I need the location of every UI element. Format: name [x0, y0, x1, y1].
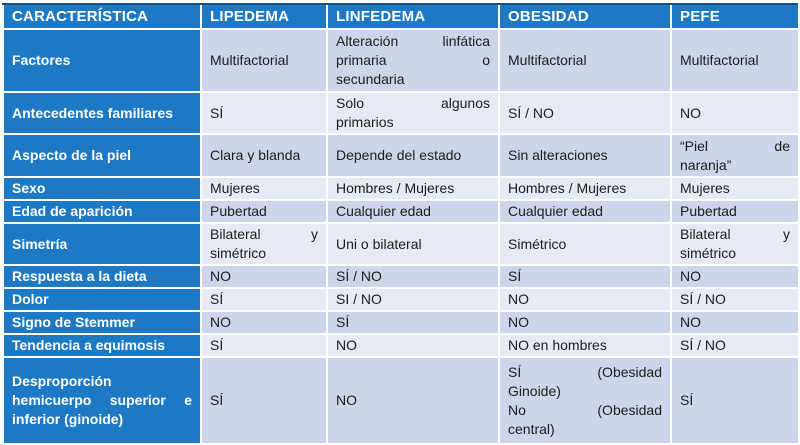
- cell-lipedema: Multifactorial: [200, 28, 328, 93]
- cell-line: Bilateral y: [680, 226, 790, 242]
- cell-line: simétrico: [680, 245, 737, 261]
- cell-linfedema: NO: [326, 356, 500, 445]
- cell-lipedema: Pubertad: [200, 199, 328, 224]
- cell-line: central): [508, 420, 555, 437]
- row-edad-de-aparicion: Edad de aparición Pubertad Cualquier eda…: [2, 199, 800, 224]
- cell-lipedema: SÍ: [200, 333, 328, 358]
- row-simetria: Simetría Bilateral y simétrico Uni o bil…: [2, 222, 800, 266]
- column-header-obesidad: OBESIDAD: [498, 5, 672, 30]
- cell-line: No (Obesidad: [508, 401, 662, 418]
- cell-obesidad: NO: [498, 310, 672, 335]
- cell-line: Ginoide): [508, 382, 561, 399]
- header-row: CARACTERÍSTICA LIPEDEMA LINFEDEMA OBESID…: [2, 5, 800, 30]
- row-label: Aspecto de la piel: [2, 133, 202, 178]
- cell-linfedema: SI / NO: [326, 287, 500, 312]
- cell-line: Bilateral y: [210, 226, 318, 242]
- cell-line: naranja”: [680, 156, 732, 173]
- row-label: Respuesta a la dieta: [2, 264, 202, 289]
- cell-obesidad: Hombres / Mujeres: [498, 176, 672, 201]
- comparison-table-container: CARACTERÍSTICA LIPEDEMA LINFEDEMA OBESID…: [2, 3, 800, 445]
- row-desproporcion-hemicuerpo: Desproporción hemicuerpo superior e infe…: [2, 356, 800, 445]
- row-tendencia-a-equimosis: Tendencia a equimosis SÍ NO NO en hombre…: [2, 333, 800, 358]
- cell-line: simétrico: [210, 245, 267, 261]
- cell-pefe: “Piel de naranja”: [670, 133, 800, 178]
- cell-pefe: Pubertad: [670, 199, 800, 224]
- cell-linfedema: Solo algunos primarios: [326, 91, 500, 135]
- cell-pefe: Multifactorial: [670, 28, 800, 93]
- cell-pefe: SÍ / NO: [670, 287, 800, 312]
- cell-linfedema: NO: [326, 333, 500, 358]
- row-sexo: Sexo Mujeres Hombres / Mujeres Hombres /…: [2, 176, 800, 201]
- cell-line: primaria o: [336, 52, 490, 68]
- cell-obesidad: SÍ: [498, 264, 672, 289]
- cell-linfedema: SÍ / NO: [326, 264, 500, 289]
- row-label: Edad de aparición: [2, 199, 202, 224]
- cell-linfedema: Uni o bilateral: [326, 222, 500, 266]
- row-dolor: Dolor SÍ SI / NO NO SÍ / NO: [2, 287, 800, 312]
- cell-lipedema: Clara y blanda: [200, 133, 328, 178]
- cell-linfedema: Alteración linfática primaria o secundar…: [326, 28, 500, 93]
- cell-linfedema: Depende del estado: [326, 133, 500, 178]
- row-respuesta-a-la-dieta: Respuesta a la dieta NO SÍ / NO SÍ NO: [2, 264, 800, 289]
- cell-pefe: Mujeres: [670, 176, 800, 201]
- cell-lipedema: Bilateral y simétrico: [200, 222, 328, 266]
- cell-lipedema: SÍ: [200, 91, 328, 135]
- row-antecedentes-familiares: Antecedentes familiares SÍ Solo algunos …: [2, 91, 800, 135]
- row-label: Signo de Stemmer: [2, 310, 202, 335]
- row-signo-de-stemmer: Signo de Stemmer NO SÍ NO NO: [2, 310, 800, 335]
- cell-obesidad: Cualquier edad: [498, 199, 672, 224]
- cell-lipedema: SÍ: [200, 356, 328, 445]
- cell-obesidad: Sin alteraciones: [498, 133, 672, 178]
- cell-obesidad: SÍ / NO: [498, 91, 672, 135]
- column-header-pefe: PEFE: [670, 5, 800, 30]
- cell-linfedema: Cualquier edad: [326, 199, 500, 224]
- cell-line: primarios: [336, 114, 394, 130]
- comparison-table: CARACTERÍSTICA LIPEDEMA LINFEDEMA OBESID…: [2, 5, 800, 445]
- cell-pefe: NO: [670, 91, 800, 135]
- row-label: Desproporción hemicuerpo superior e infe…: [2, 356, 202, 445]
- row-label: Factores: [2, 28, 202, 93]
- cell-obesidad: Simétrico: [498, 222, 672, 266]
- label-line: Desproporción: [12, 373, 112, 389]
- row-label: Simetría: [2, 222, 202, 266]
- label-line: inferior (ginoide): [12, 411, 124, 427]
- row-label: Dolor: [2, 287, 202, 312]
- cell-pefe: NO: [670, 310, 800, 335]
- cell-pefe: SÍ: [670, 356, 800, 445]
- cell-obesidad: Multifactorial: [498, 28, 672, 93]
- cell-obesidad: NO en hombres: [498, 333, 672, 358]
- cell-linfedema: SÍ: [326, 310, 500, 335]
- cell-lipedema: SÍ: [200, 287, 328, 312]
- cell-pefe: SÍ / NO: [670, 333, 800, 358]
- column-header-caracteristica: CARACTERÍSTICA: [2, 5, 202, 30]
- cell-pefe: Bilateral y simétrico: [670, 222, 800, 266]
- cell-line: Solo algunos: [336, 95, 490, 111]
- cell-obesidad: SÍ (Obesidad Ginoide) No (Obesidad centr…: [498, 356, 672, 445]
- cell-lipedema: NO: [200, 310, 328, 335]
- cell-linfedema: Hombres / Mujeres: [326, 176, 500, 201]
- row-label: Antecedentes familiares: [2, 91, 202, 135]
- cell-line: “Piel de: [680, 137, 790, 154]
- label-line: hemicuerpo superior e: [12, 392, 192, 408]
- row-label: Tendencia a equimosis: [2, 333, 202, 358]
- row-aspecto-de-la-piel: Aspecto de la piel Clara y blanda Depend…: [2, 133, 800, 178]
- cell-line: secundaria: [336, 71, 405, 87]
- column-header-linfedema: LINFEDEMA: [326, 5, 500, 30]
- cell-lipedema: Mujeres: [200, 176, 328, 201]
- cell-line: SÍ (Obesidad: [508, 363, 662, 380]
- cell-lipedema: NO: [200, 264, 328, 289]
- column-header-lipedema: LIPEDEMA: [200, 5, 328, 30]
- row-label: Sexo: [2, 176, 202, 201]
- cell-line: Alteración linfática: [336, 33, 490, 49]
- cell-obesidad: NO: [498, 287, 672, 312]
- row-factores: Factores Multifactorial Alteración linfá…: [2, 28, 800, 93]
- cell-pefe: NO: [670, 264, 800, 289]
